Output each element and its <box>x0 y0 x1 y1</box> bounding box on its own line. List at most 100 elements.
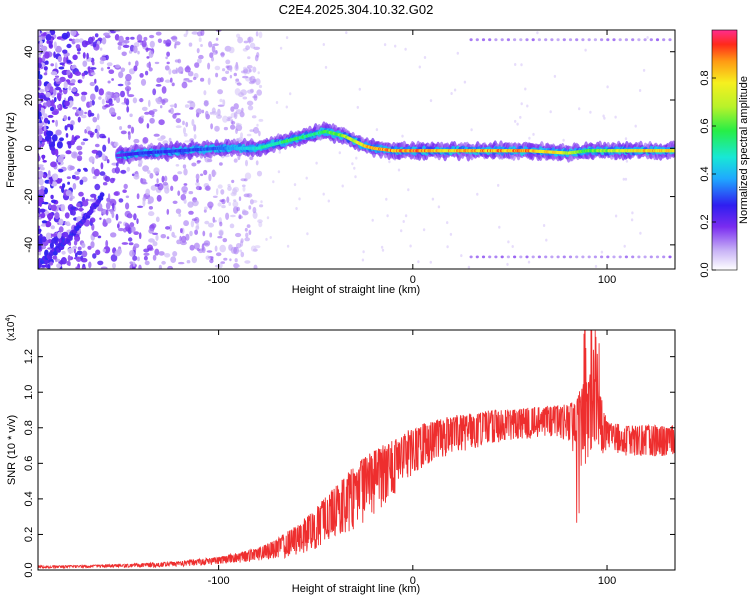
noise-blob <box>345 31 348 35</box>
noise-blob <box>253 93 258 101</box>
noise-blob <box>110 208 113 215</box>
spur-dot <box>655 255 660 259</box>
noise-blob <box>156 77 162 83</box>
noise-blob <box>201 109 205 114</box>
noise-blob <box>239 240 244 247</box>
noise-blob <box>252 211 258 219</box>
spur-dot <box>531 38 535 42</box>
noise-blob <box>38 196 44 203</box>
spectrogram-y-tick-label: -40 <box>23 237 35 253</box>
noise-blob <box>132 97 138 104</box>
noise-blob <box>511 245 514 248</box>
noise-blob <box>145 70 149 76</box>
colorbar-ticks: 0.0 0.2 0.4 0.6 0.8 <box>699 70 716 278</box>
noise-blob <box>242 186 246 192</box>
noise-blob <box>102 248 107 253</box>
snr-y-tick-label: 0.4 <box>23 491 35 506</box>
noise-blob <box>545 238 548 242</box>
noise-blob <box>375 128 379 132</box>
spectrogram-ridge <box>115 121 675 165</box>
noise-blob <box>92 41 97 48</box>
noise-blob <box>46 100 51 108</box>
noise-blob <box>40 167 45 171</box>
noise-blob <box>61 32 69 40</box>
noise-blob <box>38 178 44 186</box>
noise-blob <box>52 255 57 260</box>
noise-blob <box>107 137 111 145</box>
noise-blob <box>63 56 67 64</box>
noise-blob <box>205 185 211 191</box>
noise-blob <box>154 61 160 65</box>
noise-blob <box>155 97 161 103</box>
noise-blob <box>68 82 75 86</box>
noise-blob <box>115 96 121 104</box>
noise-blob <box>166 51 171 57</box>
noise-blob <box>175 118 182 124</box>
noise-blob <box>170 77 173 83</box>
noise-blob <box>188 210 194 215</box>
noise-blob <box>125 202 130 210</box>
noise-blob <box>38 128 43 135</box>
noise-blob <box>102 182 108 186</box>
noise-blob <box>157 137 164 141</box>
noise-blob <box>153 167 160 174</box>
noise-blob <box>206 250 213 253</box>
noise-blob <box>203 100 209 107</box>
noise-blob <box>63 100 70 107</box>
noise-blob <box>126 166 131 172</box>
noise-blob <box>50 204 57 212</box>
noise-blob <box>182 164 187 169</box>
spur-dot <box>600 38 604 42</box>
noise-blob <box>51 237 58 244</box>
noise-blob <box>45 91 51 98</box>
noise-blob <box>58 168 64 173</box>
noise-blob <box>161 175 165 183</box>
noise-blob <box>246 224 251 229</box>
noise-blob <box>524 87 527 91</box>
noise-blob <box>38 79 42 87</box>
noise-blob <box>126 106 130 113</box>
noise-blob <box>136 218 139 225</box>
spur-dot <box>606 255 610 259</box>
noise-blob <box>170 256 177 263</box>
noise-blob <box>158 119 165 126</box>
noise-blob <box>244 172 252 180</box>
noise-blob <box>388 160 391 164</box>
noise-blob <box>536 31 539 35</box>
noise-blob <box>244 260 251 264</box>
noise-blob <box>429 260 432 264</box>
noise-blob <box>46 40 50 44</box>
noise-blob <box>120 90 125 98</box>
noise-blob <box>446 245 449 249</box>
noise-blob <box>56 141 63 149</box>
spectrogram-x-tick-label: 0 <box>410 274 416 286</box>
noise-blob <box>94 143 100 148</box>
noise-blob <box>217 202 222 207</box>
noise-blob <box>453 88 457 92</box>
noise-blob <box>155 31 162 36</box>
noise-blob <box>148 206 153 210</box>
noise-blob <box>250 245 256 252</box>
noise-blob <box>127 124 132 129</box>
noise-blob <box>75 256 82 263</box>
noise-blob <box>589 110 592 114</box>
noise-blob <box>58 218 64 226</box>
noise-blob <box>38 140 41 148</box>
noise-blob <box>113 191 119 196</box>
noise-blob <box>64 212 70 219</box>
snr-frame <box>37 329 676 571</box>
noise-blob <box>96 131 100 139</box>
noise-blob <box>156 178 159 184</box>
noise-blob <box>61 231 69 238</box>
noise-blob <box>219 98 223 103</box>
noise-blob <box>514 119 517 123</box>
noise-blob <box>141 181 148 185</box>
noise-blob <box>164 253 171 258</box>
noise-blob <box>67 247 74 254</box>
noise-blob <box>266 216 270 220</box>
noise-blob <box>47 239 52 244</box>
noise-blob <box>98 96 102 100</box>
noise-blob <box>516 122 519 126</box>
noise-blob <box>66 123 72 128</box>
noise-blob <box>184 104 190 108</box>
